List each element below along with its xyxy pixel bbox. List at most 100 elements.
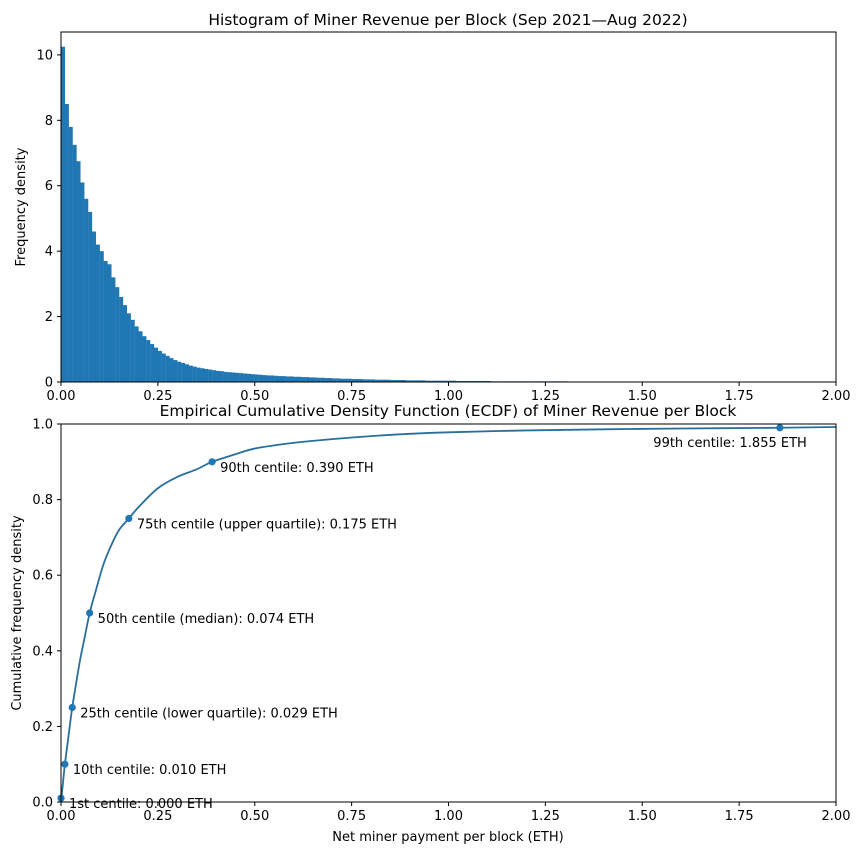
- histogram-bar: [390, 380, 395, 382]
- ecdf-frame: [60, 423, 837, 803]
- centile-label: 99th centile: 1.855 ETH: [653, 436, 807, 451]
- histogram-bar: [239, 373, 244, 382]
- x-tick-label: 1.00: [434, 809, 463, 824]
- histogram-bar: [289, 376, 294, 382]
- histogram-bar: [254, 374, 259, 382]
- histogram-bar: [293, 376, 298, 382]
- histogram-bar: [126, 313, 131, 382]
- histogram-bar: [274, 375, 279, 382]
- histogram-bar: [165, 355, 170, 382]
- histogram-bar: [281, 376, 286, 382]
- histogram-bar: [324, 378, 329, 382]
- x-tick-label: 0.75: [337, 809, 366, 824]
- x-tick-label: 0.25: [143, 389, 172, 404]
- histogram-bar: [278, 376, 283, 382]
- histogram-bar: [173, 360, 178, 382]
- histogram-bar: [84, 198, 89, 382]
- histogram-bar: [188, 365, 193, 382]
- histogram-bar: [146, 340, 151, 382]
- histogram-bar: [196, 367, 201, 382]
- histogram-bar: [134, 326, 139, 382]
- histogram-bar: [181, 363, 186, 382]
- centile-marker: [61, 760, 69, 768]
- histogram-bar: [417, 380, 422, 382]
- histogram-bar: [343, 378, 348, 382]
- histogram-bar: [219, 371, 224, 382]
- histogram-bar: [64, 103, 69, 382]
- histogram-bar: [212, 370, 217, 382]
- histogram-bar: [115, 287, 120, 382]
- centile-marker: [86, 609, 94, 617]
- y-tick-label: 8: [45, 114, 53, 129]
- x-tick-label: 2.00: [822, 809, 851, 824]
- histogram-bar: [425, 380, 430, 382]
- histogram-bar: [309, 377, 314, 382]
- histogram-bar: [95, 244, 100, 382]
- y-tick-label: 2: [45, 310, 53, 325]
- centile-marker: [125, 514, 133, 523]
- histogram-bar: [405, 380, 410, 382]
- histogram-bar: [80, 182, 85, 382]
- y-tick-label: 10: [36, 48, 53, 63]
- x-tick-label: 1.75: [725, 809, 754, 824]
- histogram-bar: [150, 344, 155, 382]
- y-tick-label: 0.4: [32, 644, 53, 659]
- histogram-bar: [448, 380, 453, 382]
- histogram-bar: [72, 144, 77, 382]
- ecdf-centile-labels: 1st centile: 0.000 ETH 10th centile: 0.01…: [69, 436, 807, 812]
- histogram-bar: [301, 377, 306, 382]
- x-tick-label: 2.00: [822, 389, 851, 404]
- histogram-bar: [440, 380, 445, 382]
- ecdf-x-axis-label: Net miner payment per block (ETH): [332, 830, 563, 845]
- histogram-bar: [130, 319, 135, 382]
- histogram-bar: [328, 378, 333, 382]
- histogram-bar: [200, 368, 205, 382]
- centile-label: 75th centile (upper quartile): 0.175 ETH: [137, 518, 397, 533]
- histogram-bar: [386, 379, 391, 382]
- histogram-bar: [378, 379, 383, 382]
- ecdf-curve: [60, 426, 837, 803]
- histogram-bar: [332, 378, 337, 382]
- histogram-bar: [142, 336, 147, 382]
- centile-label: 10th centile: 0.010 ETH: [73, 763, 227, 778]
- y-tick-label: 0.2: [32, 720, 53, 735]
- histogram-bar: [227, 372, 232, 382]
- histogram-bar: [107, 264, 112, 382]
- histogram-bar: [444, 380, 449, 382]
- y-tick-label: 4: [45, 245, 53, 260]
- histogram-bar: [270, 375, 275, 382]
- y-tick-label: 0.0: [32, 796, 53, 811]
- histogram-bar: [103, 260, 108, 382]
- centile-label: 50th centile (median): 0.074 ETH: [98, 612, 315, 627]
- x-tick-label: 1.50: [628, 809, 657, 824]
- histogram-bar: [285, 376, 290, 382]
- histogram-bar: [382, 379, 387, 382]
- histogram-bar: [409, 380, 414, 382]
- histogram-bar: [231, 372, 236, 382]
- histogram-bars: [61, 46, 837, 383]
- x-tick-label: 1.25: [531, 809, 560, 824]
- histogram-frame: [60, 31, 837, 383]
- x-tick-label: 0.75: [337, 389, 366, 404]
- histogram-bar: [312, 377, 317, 382]
- histogram-bar: [351, 379, 356, 382]
- ecdf-x-ticks: 0.00 0.25 0.50 0.75 1.00 1.25 1.50 1.75 2.00: [47, 802, 851, 824]
- histogram-bar: [452, 380, 457, 382]
- histogram-bar: [336, 378, 341, 382]
- histogram-bar: [138, 331, 143, 382]
- histogram-bar: [402, 380, 407, 382]
- histogram-bar: [192, 366, 197, 382]
- histogram-y-ticks: 0 2 4 6 8 10: [36, 48, 61, 391]
- histogram-bar: [436, 380, 441, 382]
- histogram-bar: [204, 368, 209, 382]
- x-tick-label: 0.00: [47, 809, 76, 824]
- ecdf-y-ticks: 0.0 0.2 0.4 0.6 0.8 1.0: [32, 418, 61, 811]
- x-tick-label: 0.25: [143, 809, 172, 824]
- x-tick-label: 1.50: [628, 389, 657, 404]
- histogram-bar: [398, 380, 403, 382]
- histogram-bar: [413, 380, 418, 382]
- histogram-panel: Histogram of Miner Revenue per Block (Se…: [14, 11, 850, 404]
- histogram-bar: [154, 347, 159, 382]
- y-tick-label: 6: [45, 179, 53, 194]
